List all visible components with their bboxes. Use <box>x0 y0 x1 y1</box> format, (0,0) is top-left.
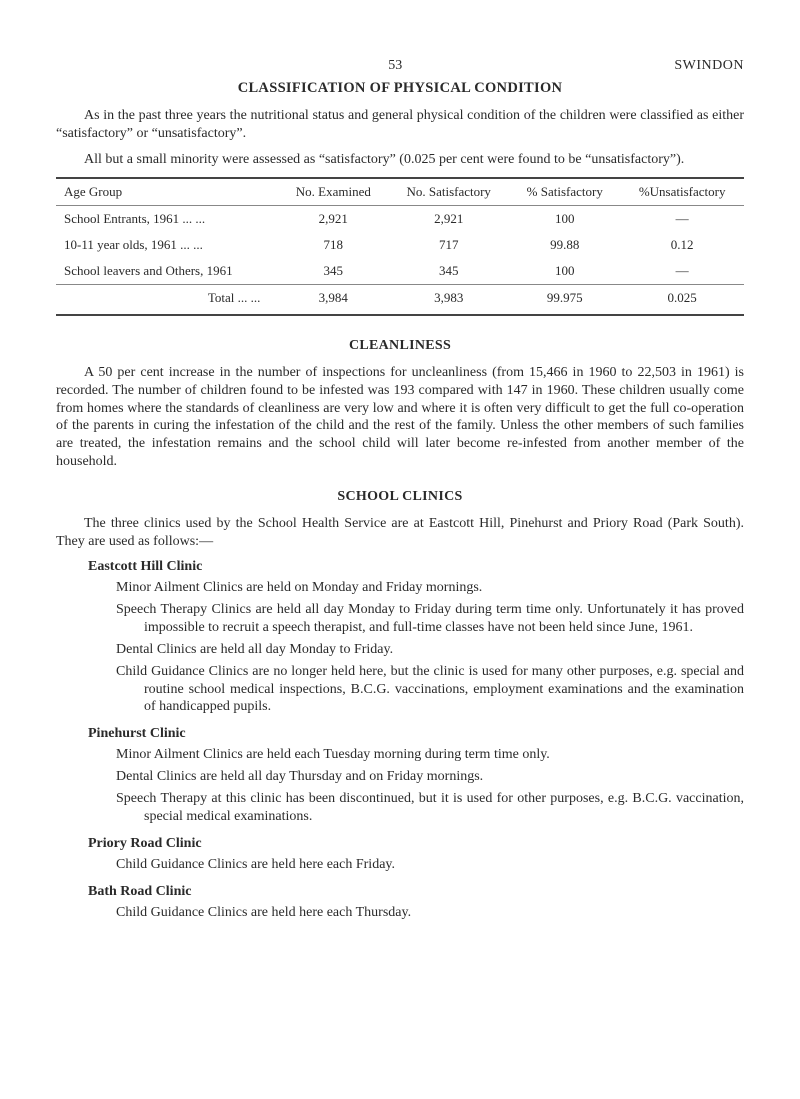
page-header: 53 SWINDON <box>56 58 744 74</box>
cell: 3,983 <box>388 284 509 315</box>
table-row: School Entrants, 1961 ... ... 2,921 2,92… <box>56 205 744 232</box>
cell: 0.025 <box>620 284 744 315</box>
clinic-priory: Priory Road Clinic Child Guidance Clinic… <box>88 836 744 874</box>
table-row: School leavers and Others, 1961 345 345 … <box>56 258 744 285</box>
clinic-item: Speech Therapy Clinics are held all day … <box>116 601 744 637</box>
cell: 10-11 year olds, 1961 ... ... <box>56 232 278 258</box>
cell: 99.975 <box>509 284 620 315</box>
cell: — <box>620 258 744 285</box>
col-age-group: Age Group <box>56 178 278 206</box>
clinic-bath: Bath Road Clinic Child Guidance Clinics … <box>88 884 744 922</box>
clinic-item: Child Guidance Clinics are held here eac… <box>116 856 744 874</box>
clinic-item: Dental Clinics are held all day Monday t… <box>116 641 744 659</box>
clinic-name: Pinehurst Clinic <box>88 726 744 742</box>
cell: 345 <box>278 258 388 285</box>
col-pct-unsatisfactory: %Unsatisfactory <box>620 178 744 206</box>
clinic-eastcott: Eastcott Hill Clinic Minor Ailment Clini… <box>88 559 744 716</box>
location-label: SWINDON <box>674 58 744 74</box>
col-no-examined: No. Examined <box>278 178 388 206</box>
clinic-item: Minor Ailment Clinics are held on Monday… <box>116 579 744 597</box>
para-cleanliness: A 50 per cent increase in the number of … <box>56 364 744 471</box>
cell: 0.12 <box>620 232 744 258</box>
clinic-name: Bath Road Clinic <box>88 884 744 900</box>
clinic-item: Child Guidance Clinics are no longer hel… <box>116 663 744 717</box>
cell: 345 <box>388 258 509 285</box>
cell: 3,984 <box>278 284 388 315</box>
cell-total-label: Total ... ... <box>56 284 278 315</box>
para-classification-1: As in the past three years the nutrition… <box>56 107 744 143</box>
cell: 100 <box>509 205 620 232</box>
table-header-row: Age Group No. Examined No. Satisfactory … <box>56 178 744 206</box>
page: 53 SWINDON CLASSIFICATION OF PHYSICAL CO… <box>0 0 800 972</box>
clinic-item: Speech Therapy at this clinic has been d… <box>116 790 744 826</box>
cell: 99.88 <box>509 232 620 258</box>
cell: 718 <box>278 232 388 258</box>
cell: 2,921 <box>388 205 509 232</box>
cell: 100 <box>509 258 620 285</box>
clinic-item: Child Guidance Clinics are held here eac… <box>116 904 744 922</box>
clinic-item: Dental Clinics are held all day Thursday… <box>116 768 744 786</box>
section-title-cleanliness: CLEANLINESS <box>56 338 744 354</box>
cell: School leavers and Others, 1961 <box>56 258 278 285</box>
col-pct-satisfactory: % Satisfactory <box>509 178 620 206</box>
section-title-school-clinics: SCHOOL CLINICS <box>56 489 744 505</box>
cell: 717 <box>388 232 509 258</box>
table-row: 10-11 year olds, 1961 ... ... 718 717 99… <box>56 232 744 258</box>
para-classification-2: All but a small minority were assessed a… <box>56 151 744 169</box>
clinic-pinehurst: Pinehurst Clinic Minor Ailment Clinics a… <box>88 726 744 826</box>
table-total-row: Total ... ... 3,984 3,983 99.975 0.025 <box>56 284 744 315</box>
col-no-satisfactory: No. Satisfactory <box>388 178 509 206</box>
cell: 2,921 <box>278 205 388 232</box>
section-title-classification: CLASSIFICATION OF PHYSICAL CONDITION <box>56 80 744 97</box>
classification-table: Age Group No. Examined No. Satisfactory … <box>56 177 744 316</box>
clinic-item: Minor Ailment Clinics are held each Tues… <box>116 746 744 764</box>
para-clinics-intro: The three clinics used by the School Hea… <box>56 515 744 551</box>
clinic-name: Priory Road Clinic <box>88 836 744 852</box>
clinic-name: Eastcott Hill Clinic <box>88 559 744 575</box>
page-number: 53 <box>116 58 674 74</box>
cell: School Entrants, 1961 ... ... <box>56 205 278 232</box>
cell: — <box>620 205 744 232</box>
